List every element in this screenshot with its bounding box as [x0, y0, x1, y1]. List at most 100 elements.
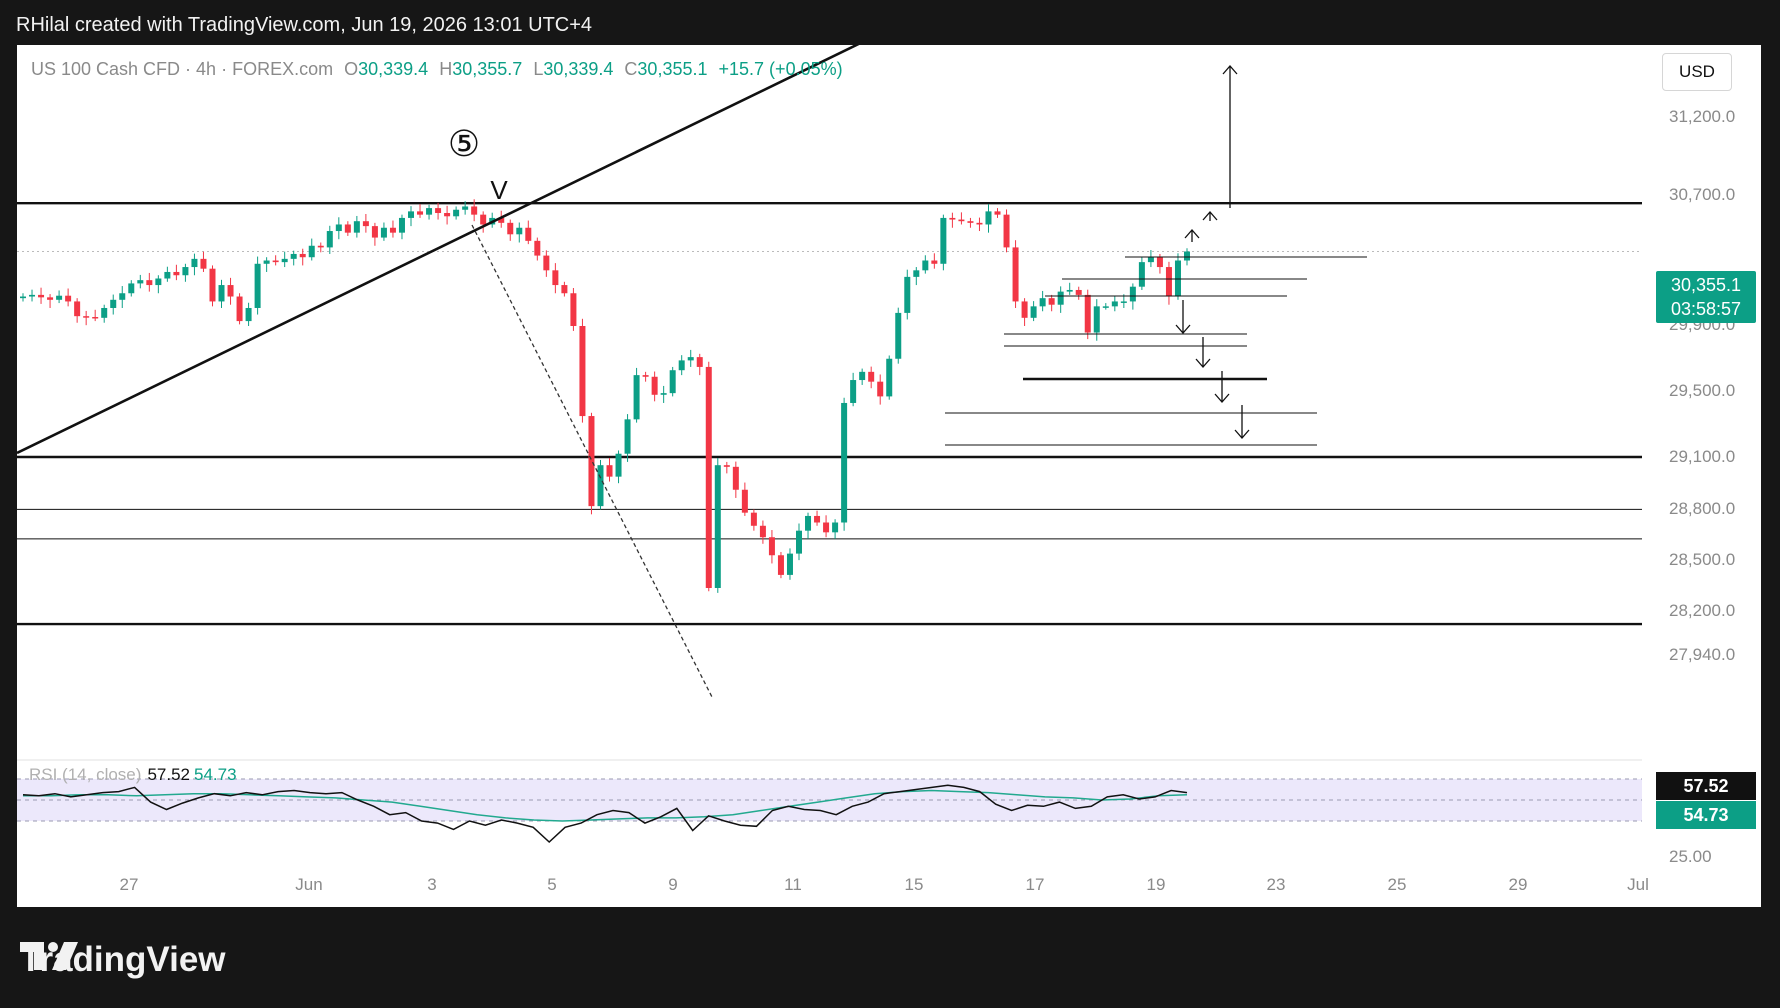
arrow-head: [1214, 393, 1230, 403]
candle-body: [1084, 294, 1091, 333]
candle-body: [362, 221, 369, 227]
y-tick-label: 31,200.0: [1669, 107, 1736, 126]
open-label: O: [344, 59, 359, 79]
candle-body: [750, 512, 757, 526]
rsi-legend: RSI (14, close) 57.52 54.73: [29, 765, 237, 785]
candle-body: [1102, 306, 1109, 308]
candle-body: [380, 227, 387, 238]
candle-body: [1165, 267, 1172, 297]
candle-body: [967, 221, 974, 223]
candle-body: [1120, 301, 1127, 303]
candle-body: [886, 358, 893, 397]
candle-body: [398, 217, 405, 233]
candle-body: [841, 402, 848, 523]
candle-body: [453, 209, 460, 217]
symbol-legend: US 100 Cash CFD · 4h · FOREX.com O30,339…: [31, 57, 843, 81]
candle-body: [651, 376, 658, 395]
candle-body: [660, 393, 667, 395]
x-tick-label: 27: [119, 875, 139, 894]
x-tick-label: 9: [668, 875, 678, 894]
candle-body: [940, 217, 947, 264]
candle-body: [335, 224, 342, 232]
candle-body: [218, 285, 225, 302]
y-tick-label: 28,200.0: [1669, 601, 1736, 620]
candle-body: [976, 222, 983, 225]
candle-body: [65, 295, 72, 302]
candle-body: [786, 553, 793, 575]
candle-body: [435, 208, 442, 214]
candle-body: [597, 465, 604, 507]
symbol-description: US 100 Cash CFD · 4h · FOREX.com: [31, 59, 334, 79]
candle-body: [1030, 306, 1037, 318]
candle-body: [570, 293, 577, 326]
candle-body: [1066, 289, 1073, 292]
candle-body: [922, 260, 929, 271]
candle-body: [543, 255, 550, 271]
price-chart[interactable]: ⑤V: [17, 45, 1761, 907]
candle-body: [579, 326, 586, 417]
x-tick-label: Jul: [1627, 875, 1649, 894]
candle-body: [859, 371, 866, 381]
attribution-text: RHilal created with TradingView.com, Jun…: [16, 14, 593, 36]
candle-body: [1129, 286, 1136, 302]
arrow-head: [1234, 429, 1250, 439]
rsi-ma-value-tag: 54.73: [1656, 801, 1756, 829]
x-tick-label: 29: [1508, 875, 1528, 894]
candle-body: [182, 267, 189, 276]
candle-body: [92, 316, 99, 319]
candle-body: [633, 375, 640, 420]
x-tick-label: 17: [1025, 875, 1045, 894]
candle-body: [101, 307, 108, 318]
candle-body: [552, 270, 559, 286]
x-tick-label: 15: [904, 875, 924, 894]
candle-body: [371, 226, 378, 238]
candle-body: [868, 371, 875, 382]
candle-body: [209, 268, 216, 302]
candle-body: [796, 530, 802, 554]
y-tick-label: 28,500.0: [1669, 550, 1736, 569]
candle-body: [56, 295, 63, 300]
open-value: 30,339.4: [358, 59, 429, 79]
candle-body: [344, 224, 351, 233]
candle-body: [462, 206, 469, 210]
candle-body: [444, 213, 451, 217]
rsi-tick-label: 25.00: [1669, 847, 1712, 866]
candle-body: [805, 515, 812, 531]
candle-body: [723, 465, 730, 467]
candle-body: [191, 258, 198, 268]
candle-body: [29, 294, 36, 297]
candle-body: [832, 522, 839, 533]
candle-body: [20, 296, 26, 299]
candle-body: [471, 206, 478, 215]
candle-body: [290, 253, 297, 259]
tradingview-logo[interactable]: TradingView: [20, 938, 226, 982]
candle-body: [777, 555, 784, 575]
y-tick-label: 27,940.0: [1669, 645, 1736, 664]
candle-body: [245, 307, 252, 322]
currency-button[interactable]: USD: [1662, 53, 1732, 91]
last-price-tag: 30,355.1 03:58:57: [1656, 271, 1756, 323]
y-tick-label: 29,500.0: [1669, 381, 1736, 400]
rsi-label: RSI (14, close): [29, 765, 142, 784]
candle-body: [768, 537, 775, 556]
candle-body: [426, 208, 433, 215]
candle-body: [931, 260, 938, 264]
arrow-head: [1184, 229, 1200, 239]
candle-body: [561, 285, 568, 294]
x-tick-label: 11: [784, 875, 802, 894]
candle-body: [606, 465, 613, 477]
candle-body: [146, 280, 153, 286]
candle-body: [895, 312, 902, 359]
tradingview-logo-icon: [20, 942, 78, 970]
candle-body: [696, 357, 703, 367]
candle-body: [732, 466, 739, 490]
candle-body: [759, 525, 766, 538]
candle-body: [534, 240, 541, 256]
candle-body: [1138, 262, 1145, 287]
candle-body: [110, 299, 117, 308]
candle-body: [317, 245, 324, 248]
candle-body: [1039, 298, 1046, 307]
rsi-value-tag: 57.52: [1656, 772, 1756, 800]
last-price: 30,355.1: [1670, 275, 1742, 295]
